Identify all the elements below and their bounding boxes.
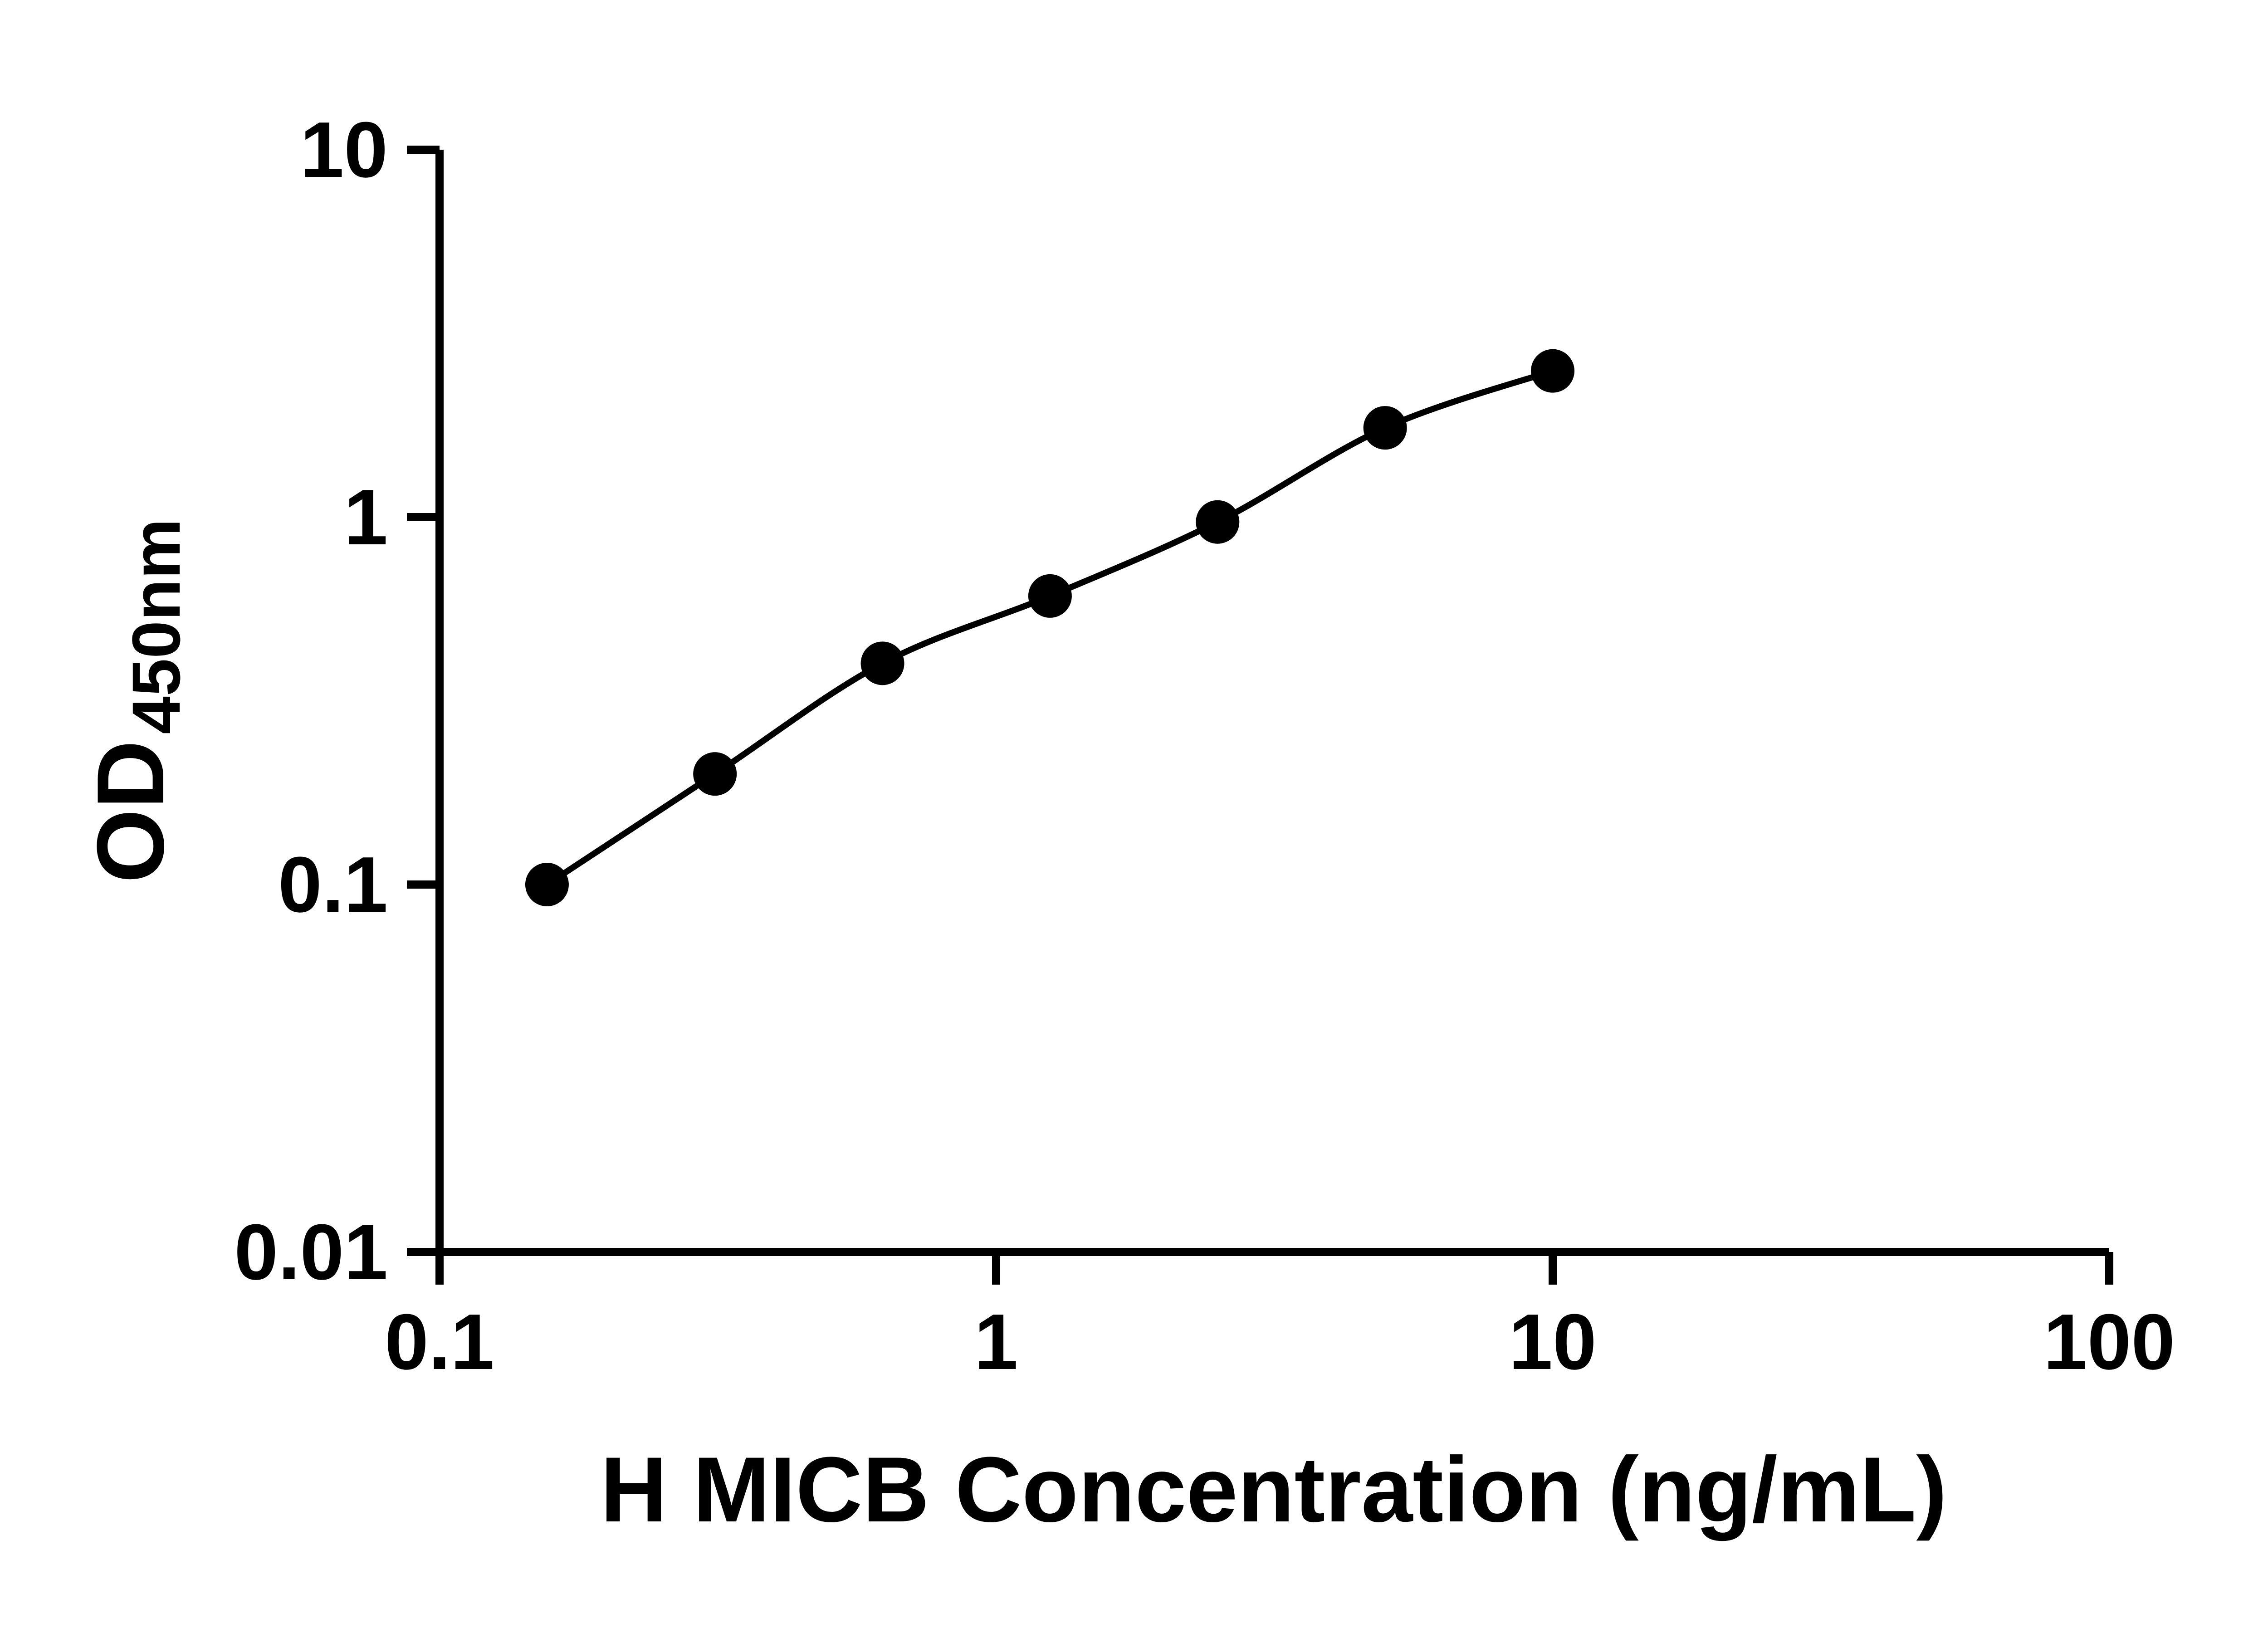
data-point-marker [1028,574,1072,618]
data-point-marker [1531,349,1574,393]
x-tick-label: 100 [2043,1297,2175,1386]
x-tick-label: 10 [1509,1297,1597,1386]
x-axis-title: H MICB Concentration (ng/mL) [600,1438,1947,1541]
y-tick-label: 1 [344,473,388,561]
data-point-marker [693,752,737,796]
y-axis-title-main: OD [77,740,184,883]
data-point-marker [1196,500,1240,544]
data-series [525,349,1574,906]
x-tick-label: 1 [974,1297,1018,1386]
y-axis-title-subscript: 450nm [118,518,194,734]
y-axis-title: OD 450nm [77,518,194,883]
standard-curve-line [545,368,1554,887]
y-tick-label: 0.01 [234,1208,388,1296]
data-point-marker [860,641,904,685]
data-point-marker [525,863,569,906]
axes [435,150,2109,1256]
y-tick-label: 10 [300,105,388,194]
y-tick-label: 0.1 [278,840,388,929]
data-point-marker [1363,406,1407,450]
x-tick-label: 0.1 [385,1297,494,1386]
tick-marks [407,146,2113,1285]
